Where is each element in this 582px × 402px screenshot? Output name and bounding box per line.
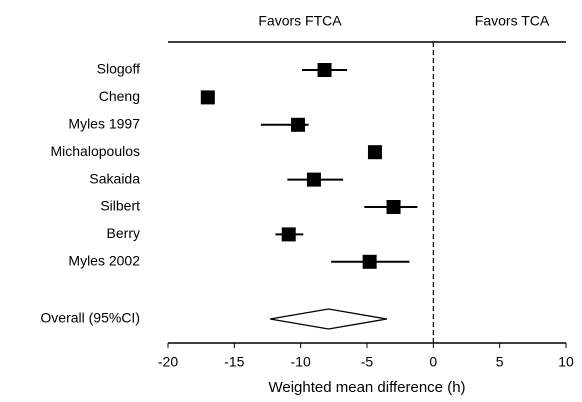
study-label: Slogoff — [97, 61, 140, 77]
point-estimate — [291, 117, 306, 132]
study-label: Cheng — [99, 88, 140, 104]
overall-label: Overall (95%CI) — [40, 310, 140, 326]
x-axis-title: Weighted mean difference (h) — [268, 379, 465, 396]
x-tick-label: 0 — [429, 354, 437, 370]
point-estimate — [367, 145, 382, 160]
x-tick-label: 10 — [558, 354, 574, 370]
point-estimate — [306, 172, 321, 187]
study-label: Michalopoulos — [51, 143, 141, 159]
study-label: Berry — [107, 225, 140, 241]
x-tick-label: -15 — [224, 354, 244, 370]
point-estimate — [317, 63, 332, 77]
point-estimate — [386, 200, 401, 214]
study-label: Sakaida — [89, 170, 140, 186]
x-tick-label: -20 — [158, 354, 178, 370]
favors-right-label: Favors TCA — [475, 13, 550, 29]
favors-left-label: Favors FTCA — [258, 13, 342, 29]
study-label: Myles 1997 — [68, 116, 140, 132]
point-estimate — [281, 227, 296, 242]
x-tick-label: -10 — [291, 354, 311, 370]
point-estimate — [362, 254, 377, 269]
point-estimate — [200, 90, 215, 105]
study-label: Myles 2002 — [68, 253, 140, 269]
study-label: Silbert — [100, 198, 140, 214]
overall-diamond — [270, 308, 388, 330]
x-tick-label: 5 — [496, 354, 504, 370]
x-tick-label: -5 — [361, 354, 374, 370]
